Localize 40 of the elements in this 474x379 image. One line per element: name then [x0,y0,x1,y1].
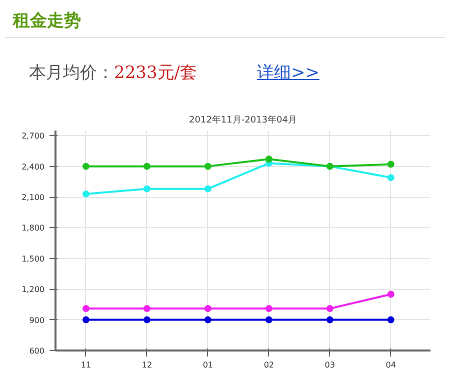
point [143,185,150,192]
point [82,190,90,198]
y-tick-label: 600 [29,346,45,356]
point [204,305,212,312]
y-tick-label: 2,400 [22,162,45,172]
x-tick-label: 12 [142,360,152,370]
point [82,162,90,170]
point [387,290,394,298]
y-tick-label: 900 [29,316,45,325]
point [387,174,394,182]
chart-subtitle: 2012年11月-2013年04月 [189,114,297,126]
point [143,162,150,170]
point [265,316,272,324]
x-tick-label: 04 [386,360,396,370]
y-tick-label: 2,100 [22,193,45,202]
y-tick-label: 1,200 [22,285,45,294]
point [204,316,212,324]
point [82,316,90,324]
point [387,316,394,324]
point [82,305,90,312]
x-tick-label: 02 [264,360,274,370]
text: 详细>> [257,63,320,83]
x-tick-label: 11 [80,360,92,370]
point [265,156,272,163]
y-tick-label: 1,500 [22,254,45,264]
point [143,305,150,312]
y-tick-label: 1,800 [22,224,45,233]
y-tick-label: 2,700 [22,132,45,141]
point [143,316,150,324]
point [326,305,334,312]
point [265,305,272,312]
point [387,160,394,168]
point [204,162,212,170]
chart-title: 租金走势 [5,5,445,38]
x-tick-label: 01 [202,360,214,370]
point [204,185,212,192]
text: 2233元/套 [114,63,197,83]
text: 本月均价： [29,63,114,83]
point [326,316,334,324]
x-tick-label: 03 [324,360,335,370]
